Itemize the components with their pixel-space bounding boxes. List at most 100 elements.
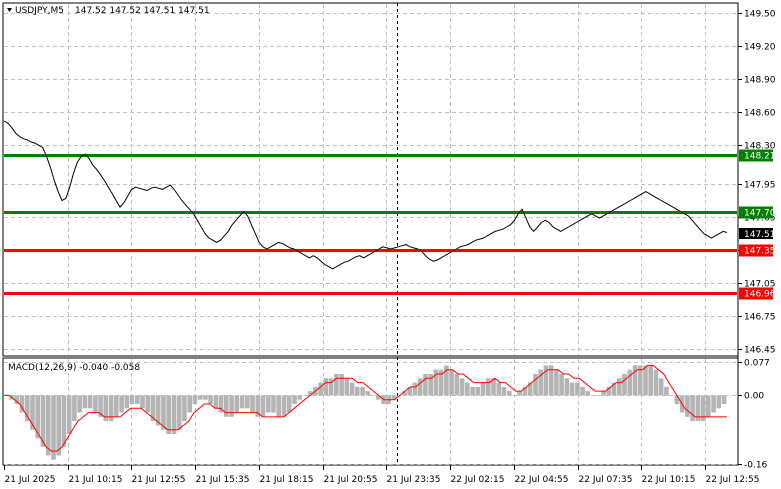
price-level-label: 146.96: [744, 290, 776, 300]
macd-bar: [433, 369, 439, 396]
macd-bar: [334, 374, 339, 396]
macd-bar: [355, 386, 360, 396]
price-tick-label: 147.95: [744, 181, 776, 191]
price-tick-label: 149.20: [744, 43, 776, 53]
price-tick-label: 146.45: [744, 346, 776, 356]
time-tick-label: 21 Jul 20:55: [324, 475, 378, 485]
macd-bar: [376, 395, 381, 400]
macd-bar: [234, 395, 240, 413]
price-level-label: 148.21: [744, 152, 776, 162]
macd-bar: [14, 395, 20, 404]
macd-bar: [402, 391, 407, 396]
time-axis-ticks: 21 Jul 2025 21 Jul 10:15 21 Jul 12:55 21 Ju…: [4, 465, 759, 485]
macd-bar: [721, 395, 727, 404]
macd-bar: [664, 386, 669, 396]
macd-bar: [617, 378, 622, 396]
time-tick-label: 22 Jul 04:55: [515, 475, 569, 485]
price-level-tag: [739, 149, 773, 162]
macd-bar: [93, 395, 98, 413]
macd-bar: [543, 365, 549, 396]
macd-bar: [527, 382, 533, 396]
macd-bar: [637, 365, 643, 396]
price-tick-label: 148.90: [744, 76, 776, 86]
macd-bar: [135, 395, 140, 404]
macd-bar: [229, 395, 234, 417]
macd-bar: [103, 395, 109, 422]
macd-bar: [328, 378, 334, 396]
macd-bar: [512, 395, 517, 396]
macd-histogram: [4, 365, 727, 460]
macd-bar: [45, 395, 51, 456]
macd-bar: [297, 395, 302, 400]
macd-bar: [423, 374, 428, 396]
macd-bar: [203, 395, 208, 400]
macd-bar: [30, 395, 35, 430]
macd-label: MACD(12,26,9) -0.040 -0.058: [8, 363, 140, 373]
macd-panel[interactable]: [2, 357, 739, 466]
time-tick-label: 21 Jul 10:15: [69, 475, 123, 485]
macd-bar: [554, 369, 559, 396]
macd-bar: [98, 395, 103, 417]
macd-bar: [161, 395, 166, 430]
macd-bar: [491, 378, 496, 396]
macd-bar: [307, 391, 313, 396]
macd-bar: [658, 378, 664, 396]
time-tick-label: 22 Jul 07:35: [579, 475, 633, 485]
macd-bar: [475, 386, 481, 396]
time-tick-label: 22 Jul 02:15: [451, 475, 505, 485]
macd-bar: [339, 374, 344, 396]
macd-bar: [428, 374, 433, 396]
macd-bar: [365, 391, 371, 396]
price-panel[interactable]: [2, 2, 739, 357]
macd-bar: [412, 382, 418, 396]
macd-bar: [276, 395, 281, 417]
macd-bar: [538, 369, 543, 396]
symbol-label: USDJPY,M5: [15, 6, 64, 16]
macd-bar: [218, 395, 224, 413]
macd-bar: [19, 395, 25, 413]
macd-bar: [716, 395, 722, 409]
macd-bar: [522, 386, 528, 396]
macd-bar: [559, 374, 564, 396]
macd-bar: [706, 395, 711, 417]
macd-bar: [459, 378, 465, 396]
macd-bar: [245, 395, 250, 409]
macd-bar: [51, 395, 56, 460]
macd-bar: [271, 395, 276, 413]
macd-bar: [213, 395, 219, 409]
macd-bar: [669, 395, 674, 396]
macd-bar: [548, 365, 554, 396]
macd-bar: [129, 395, 135, 404]
macd-bar: [517, 391, 522, 396]
macd-bar: [622, 374, 627, 396]
macd-bar: [155, 395, 161, 426]
macd-bar: [417, 378, 423, 396]
macd-bar: [224, 395, 229, 417]
macd-bar: [606, 386, 612, 396]
macd-bar: [711, 395, 716, 413]
macd-bar: [77, 395, 82, 413]
price-tick-label: 146.75: [744, 313, 776, 323]
macd-bar: [700, 395, 706, 422]
macd-bar: [82, 395, 88, 409]
time-tick-label: 22 Jul 10:15: [642, 475, 696, 485]
macd-bar: [360, 386, 365, 396]
macd-bar: [119, 395, 124, 413]
price-level-label: 147.35: [744, 247, 776, 257]
macd-bar: [145, 395, 151, 413]
macd-bar: [407, 386, 412, 396]
macd-bar: [674, 395, 680, 404]
macd-bar: [685, 395, 690, 417]
macd-bar: [108, 395, 114, 422]
time-tick-label: 21 Jul 18:15: [260, 475, 314, 485]
price-level-label: 147.70: [744, 209, 776, 219]
macd-bar: [171, 395, 177, 434]
chevron-down-icon[interactable]: [7, 8, 12, 12]
macd-bar: [449, 369, 454, 396]
price-tick-label: 147.05: [744, 280, 776, 290]
macd-bar: [344, 378, 350, 396]
macd-bar: [66, 395, 72, 434]
macd-bar: [250, 395, 255, 413]
price-tick-label: 148.30: [744, 142, 776, 152]
